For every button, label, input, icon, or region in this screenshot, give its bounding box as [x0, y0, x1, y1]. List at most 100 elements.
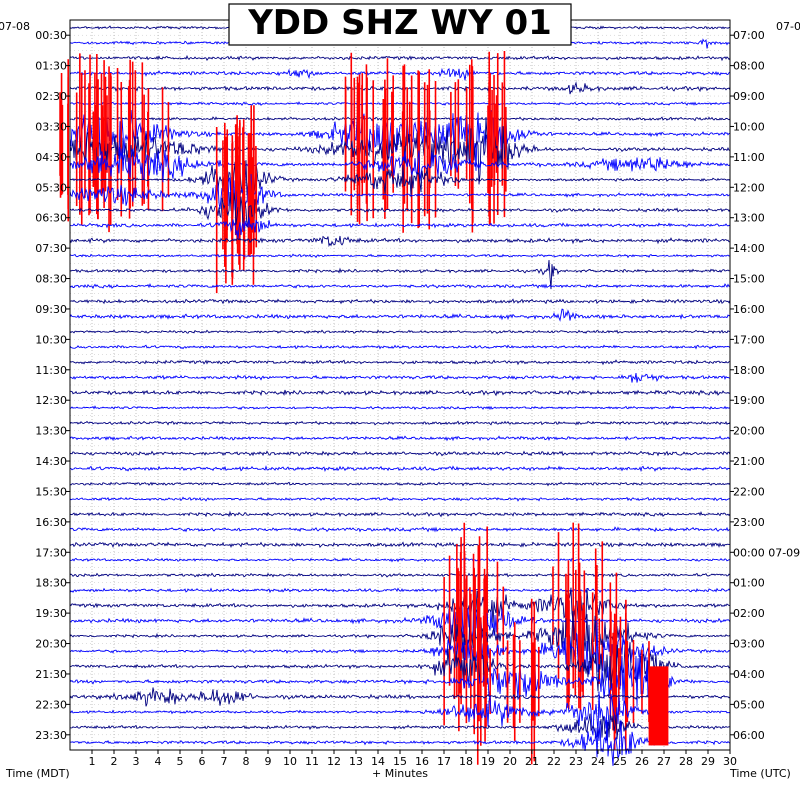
trace-row	[69, 253, 731, 259]
axes: 1 2 3 4 5 6 7 8 9 10 11 12 13 14 15 16 17 18 19 20 21 22 23 24 2…	[35, 29, 800, 768]
left-tick-label: 16:30	[35, 516, 67, 529]
trace-row	[69, 435, 731, 442]
x-tick-label: 28	[679, 755, 693, 768]
x-tick-label: 4	[155, 755, 162, 768]
left-tick-label: 13:30	[35, 425, 67, 438]
trace-row	[69, 557, 730, 563]
trace-row	[69, 465, 731, 473]
trace-row	[69, 587, 731, 594]
trace-row	[69, 217, 731, 239]
x-tick-label: 30	[723, 755, 737, 768]
trace-row	[69, 691, 731, 736]
left-tick-label: 14:30	[35, 455, 67, 468]
right-tick-label: 02:00	[733, 607, 765, 620]
x-tick-label: 23	[569, 755, 583, 768]
x-tick-label: 17	[437, 755, 451, 768]
x-axis-label: + Minutes	[372, 767, 428, 780]
chart-title: YDD SHZ WY 01	[247, 3, 552, 43]
x-tick-label: 6	[199, 755, 206, 768]
trace-row	[69, 298, 731, 305]
x-tick-label: 16	[415, 755, 429, 768]
x-tick-label: 7	[221, 755, 228, 768]
left-tick-label: 17:30	[35, 546, 67, 559]
x-tick-label: 19	[481, 755, 495, 768]
right-start-date: 07-08	[776, 20, 800, 33]
trace-row	[69, 359, 731, 366]
trace-row	[69, 405, 731, 411]
left-tick-label: 03:30	[35, 120, 67, 133]
right-tick-label: 15:00	[733, 273, 765, 286]
left-tick-label: 22:30	[35, 698, 67, 711]
left-tick-label: 19:30	[35, 607, 67, 620]
left-tick-label: 21:30	[35, 668, 67, 681]
trace-row	[69, 191, 731, 229]
left-tick-label: 06:30	[35, 212, 67, 225]
x-tick-label: 13	[349, 755, 363, 768]
left-tick-label: 09:30	[35, 303, 67, 316]
right-tick-label: 19:00	[733, 394, 765, 407]
right-tick-label: 20:00	[733, 425, 765, 438]
x-tick-label: 9	[265, 755, 272, 768]
trace-row	[69, 308, 731, 322]
right-tick-label: 05:00	[733, 698, 765, 711]
left-tick-label: 10:30	[35, 333, 67, 346]
x-tick-label: 10	[283, 755, 297, 768]
trace-row	[70, 389, 731, 397]
trace-row	[69, 642, 731, 692]
right-tick-label: 12:00	[733, 181, 765, 194]
trace-row	[69, 649, 731, 707]
x-tick-label: 24	[591, 755, 605, 768]
trace-row	[69, 67, 731, 81]
trace-row	[69, 81, 731, 95]
left-tick-label: 01:30	[35, 60, 67, 73]
trace-row	[69, 450, 731, 457]
right-tick-label: 22:00	[733, 485, 765, 498]
right-tick-label: 11:00	[733, 151, 765, 164]
x-tick-label: 5	[177, 755, 184, 768]
left-tick-label: 12:30	[35, 394, 67, 407]
left-tick-label: 00:30	[35, 29, 67, 42]
right-tick-label: 14:00	[733, 242, 765, 255]
left-tick-label: 20:30	[35, 638, 67, 651]
trace-row	[70, 101, 731, 107]
left-tick-label: 18:30	[35, 577, 67, 590]
clipped-block	[648, 666, 669, 746]
trace-row	[69, 713, 731, 741]
x-tick-label: 3	[133, 755, 140, 768]
left-start-date: 07-08	[0, 20, 30, 33]
right-tick-label: 06:00	[733, 729, 765, 742]
trace-row	[69, 259, 731, 290]
x-tick-label: 8	[243, 755, 250, 768]
trace-row	[69, 687, 731, 707]
x-tick-label: 29	[701, 755, 715, 768]
trace-row	[69, 719, 731, 766]
x-tick-label: 22	[547, 755, 561, 768]
right-tick-label: 13:00	[733, 212, 765, 225]
left-tick-label: 02:30	[35, 90, 67, 103]
right-tick-label: 18:00	[733, 364, 765, 377]
trace-row	[69, 510, 731, 518]
trace-row	[69, 481, 731, 487]
trace-row	[69, 116, 731, 185]
left-tick-label: 08:30	[35, 273, 67, 286]
left-tick-label: 11:30	[35, 364, 67, 377]
trace-row	[69, 146, 731, 183]
right-tick-label: 17:00	[733, 333, 765, 346]
right-tick-label: 23:00	[733, 516, 765, 529]
trace-row	[69, 373, 731, 383]
x-tick-label: 11	[305, 755, 319, 768]
trace-row	[69, 54, 731, 62]
x-tick-label: 27	[657, 755, 671, 768]
left-axis-label: Time (MDT)	[5, 767, 70, 780]
right-tick-label: 09:00	[733, 90, 765, 103]
right-axis-label: Time (UTC)	[729, 767, 791, 780]
x-tick-label: 21	[525, 755, 539, 768]
right-tick-label: 00:00 07-09	[733, 546, 800, 559]
x-tick-label: 12	[327, 755, 341, 768]
trace-row	[69, 329, 731, 335]
x-tick-label: 26	[635, 755, 649, 768]
x-tick-label: 20	[503, 755, 517, 768]
right-tick-label: 04:00	[733, 668, 765, 681]
right-tick-label: 03:00	[733, 638, 765, 651]
